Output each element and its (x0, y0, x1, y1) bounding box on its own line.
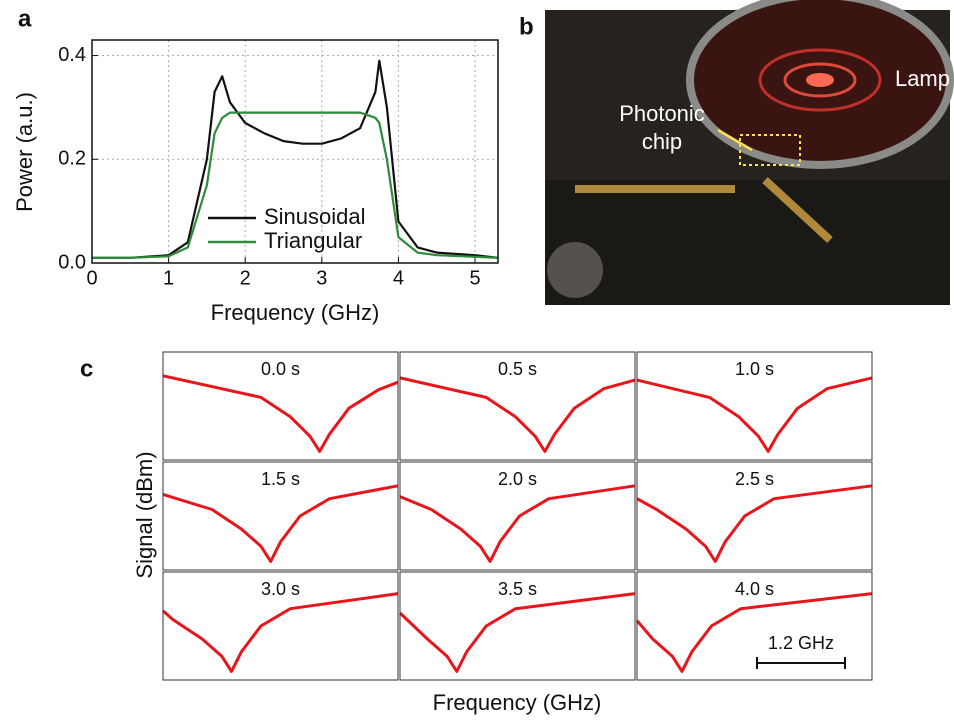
y-axis-label: Signal (dBm) (132, 451, 157, 578)
line-series (92, 59, 499, 259)
scale-bar-label: 1.2 GHz (768, 633, 834, 653)
knob (547, 242, 603, 298)
photo: b Lamp Photonic chip (519, 0, 954, 305)
legend-label: Sinusoidal (264, 204, 366, 229)
subplot-frame (162, 571, 399, 681)
y-tick-label: 0.4 (58, 44, 86, 66)
y-tick-label: 0.2 (58, 148, 86, 170)
fiber-holder (575, 185, 735, 193)
x-tick-label: 5 (469, 267, 480, 289)
chip-label: chip (642, 129, 682, 154)
signal-trace (635, 592, 873, 673)
panel-label: b (519, 13, 534, 40)
subplot-frame (636, 351, 873, 461)
chip-label: Photonic (619, 101, 705, 126)
subplot-title: 4.0 s (735, 579, 774, 599)
signal-trace (399, 484, 636, 563)
x-tick-label: 0 (86, 267, 97, 289)
subplot-title: 3.5 s (498, 579, 537, 599)
subplot-frame (636, 461, 873, 571)
x-tick-label: 3 (316, 267, 327, 289)
subplot-frame (162, 461, 399, 571)
lamp-core (806, 73, 834, 87)
legend-label: Triangular (264, 228, 362, 253)
fiber-holder (762, 177, 833, 243)
subplot-title: 2.0 s (498, 469, 537, 489)
subplot-frame (399, 351, 636, 461)
panel-label: a (18, 5, 32, 32)
subplot-title: 1.0 s (735, 359, 774, 379)
x-tick-label: 1 (163, 267, 174, 289)
subplot-title: 3.0 s (261, 579, 300, 599)
signal-trace (636, 376, 873, 453)
subplot-title: 1.5 s (261, 469, 300, 489)
signal-trace (636, 484, 873, 563)
subplot-title: 2.5 s (735, 469, 774, 489)
y-axis-label: Power (a.u.) (12, 92, 37, 212)
x-tick-label: 2 (240, 267, 251, 289)
lamp-ring (758, 48, 882, 112)
line-series (92, 111, 499, 259)
subplot-frame (162, 351, 399, 461)
signal-trace (162, 592, 399, 673)
lamp-label: Lamp (895, 66, 950, 91)
signal-trace (162, 484, 399, 563)
signal-trace (398, 592, 636, 673)
signal-trace (162, 374, 399, 453)
subplot-title: 0.5 s (498, 359, 537, 379)
signal-trace (399, 376, 636, 453)
y-tick-label: 0.0 (58, 251, 86, 273)
chip-arrow (717, 128, 753, 152)
plot-frame (91, 39, 499, 264)
subplot-frame (636, 571, 873, 681)
x-axis-label: Frequency (GHz) (211, 300, 380, 325)
subplot-frame (399, 571, 636, 681)
x-axis-label: Frequency (GHz) (433, 690, 602, 715)
x-tick-label: 4 (393, 267, 404, 289)
chip-outline (739, 134, 801, 166)
panel-label: c (80, 355, 93, 382)
subplot-frame (399, 461, 636, 571)
lamp-ring (783, 62, 857, 98)
subplot-title: 0.0 s (261, 359, 300, 379)
photo-stage (545, 180, 950, 305)
